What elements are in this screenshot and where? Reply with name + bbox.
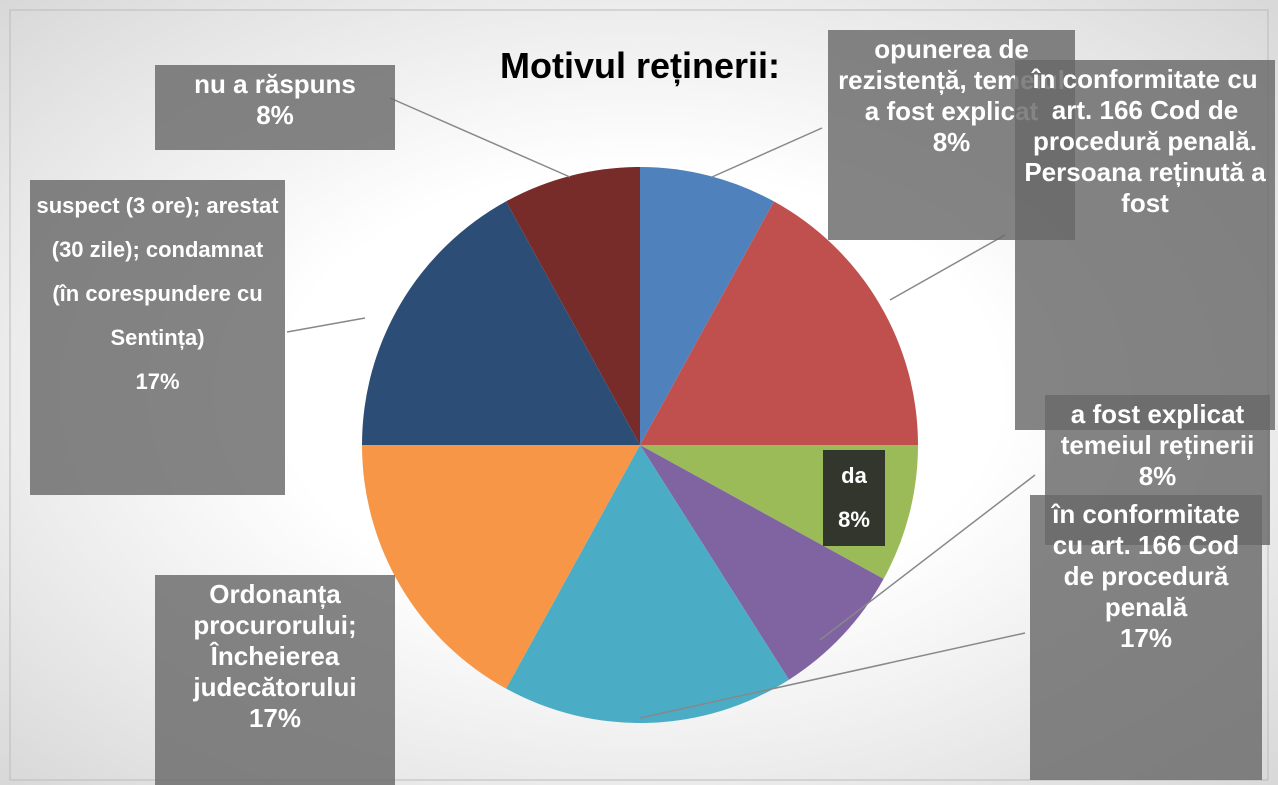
data-label: în conformitate cu art. 166 Cod de proce… [1030,495,1262,780]
data-label: Ordonanța procurorului; Încheierea judec… [155,575,395,785]
leader-line [711,127,823,178]
label-value: 17% [1119,623,1173,653]
label-value: 8% [256,100,294,130]
leader-line [639,632,1026,719]
pie-slice [640,445,884,680]
pie-slice [640,201,918,445]
leader-line [286,317,366,333]
data-label: în conformitate cu art. 166 Cod de proce… [1015,60,1275,430]
leader-line [819,474,1036,641]
pie-slice [640,167,774,445]
label-category: da [841,463,867,488]
pie-slice [506,167,640,445]
chart-title: Motivul reținerii: [499,45,781,86]
pie-slice [362,445,640,689]
label-category: în conformitate cu art. 166 Cod de proce… [1024,64,1266,218]
label-value: 17% [248,703,302,733]
label-value: 17% [135,369,180,394]
label-value: 8% [838,507,870,532]
label-category: a fost explicat temeiul reținerii [1060,399,1255,460]
label-category: în conformitate cu art. 166 Cod de proce… [1052,499,1240,622]
pie-slice [506,445,789,723]
label-value: 8% [1138,461,1177,491]
label-category: Ordonanța procurorului; Încheierea judec… [193,579,357,702]
data-label: suspect (3 ore); arestat (30 zile); cond… [30,180,285,495]
label-category: nu a răspuns [194,69,356,99]
label-category: suspect (3 ore); arestat (30 zile); cond… [36,193,279,350]
leader-line [389,97,571,178]
data-label: nu a răspuns 8% [155,65,395,150]
pie-slice [362,201,640,445]
data-label: da 8% [823,450,885,546]
label-value: 8% [932,127,971,157]
leader-line [889,234,1006,301]
